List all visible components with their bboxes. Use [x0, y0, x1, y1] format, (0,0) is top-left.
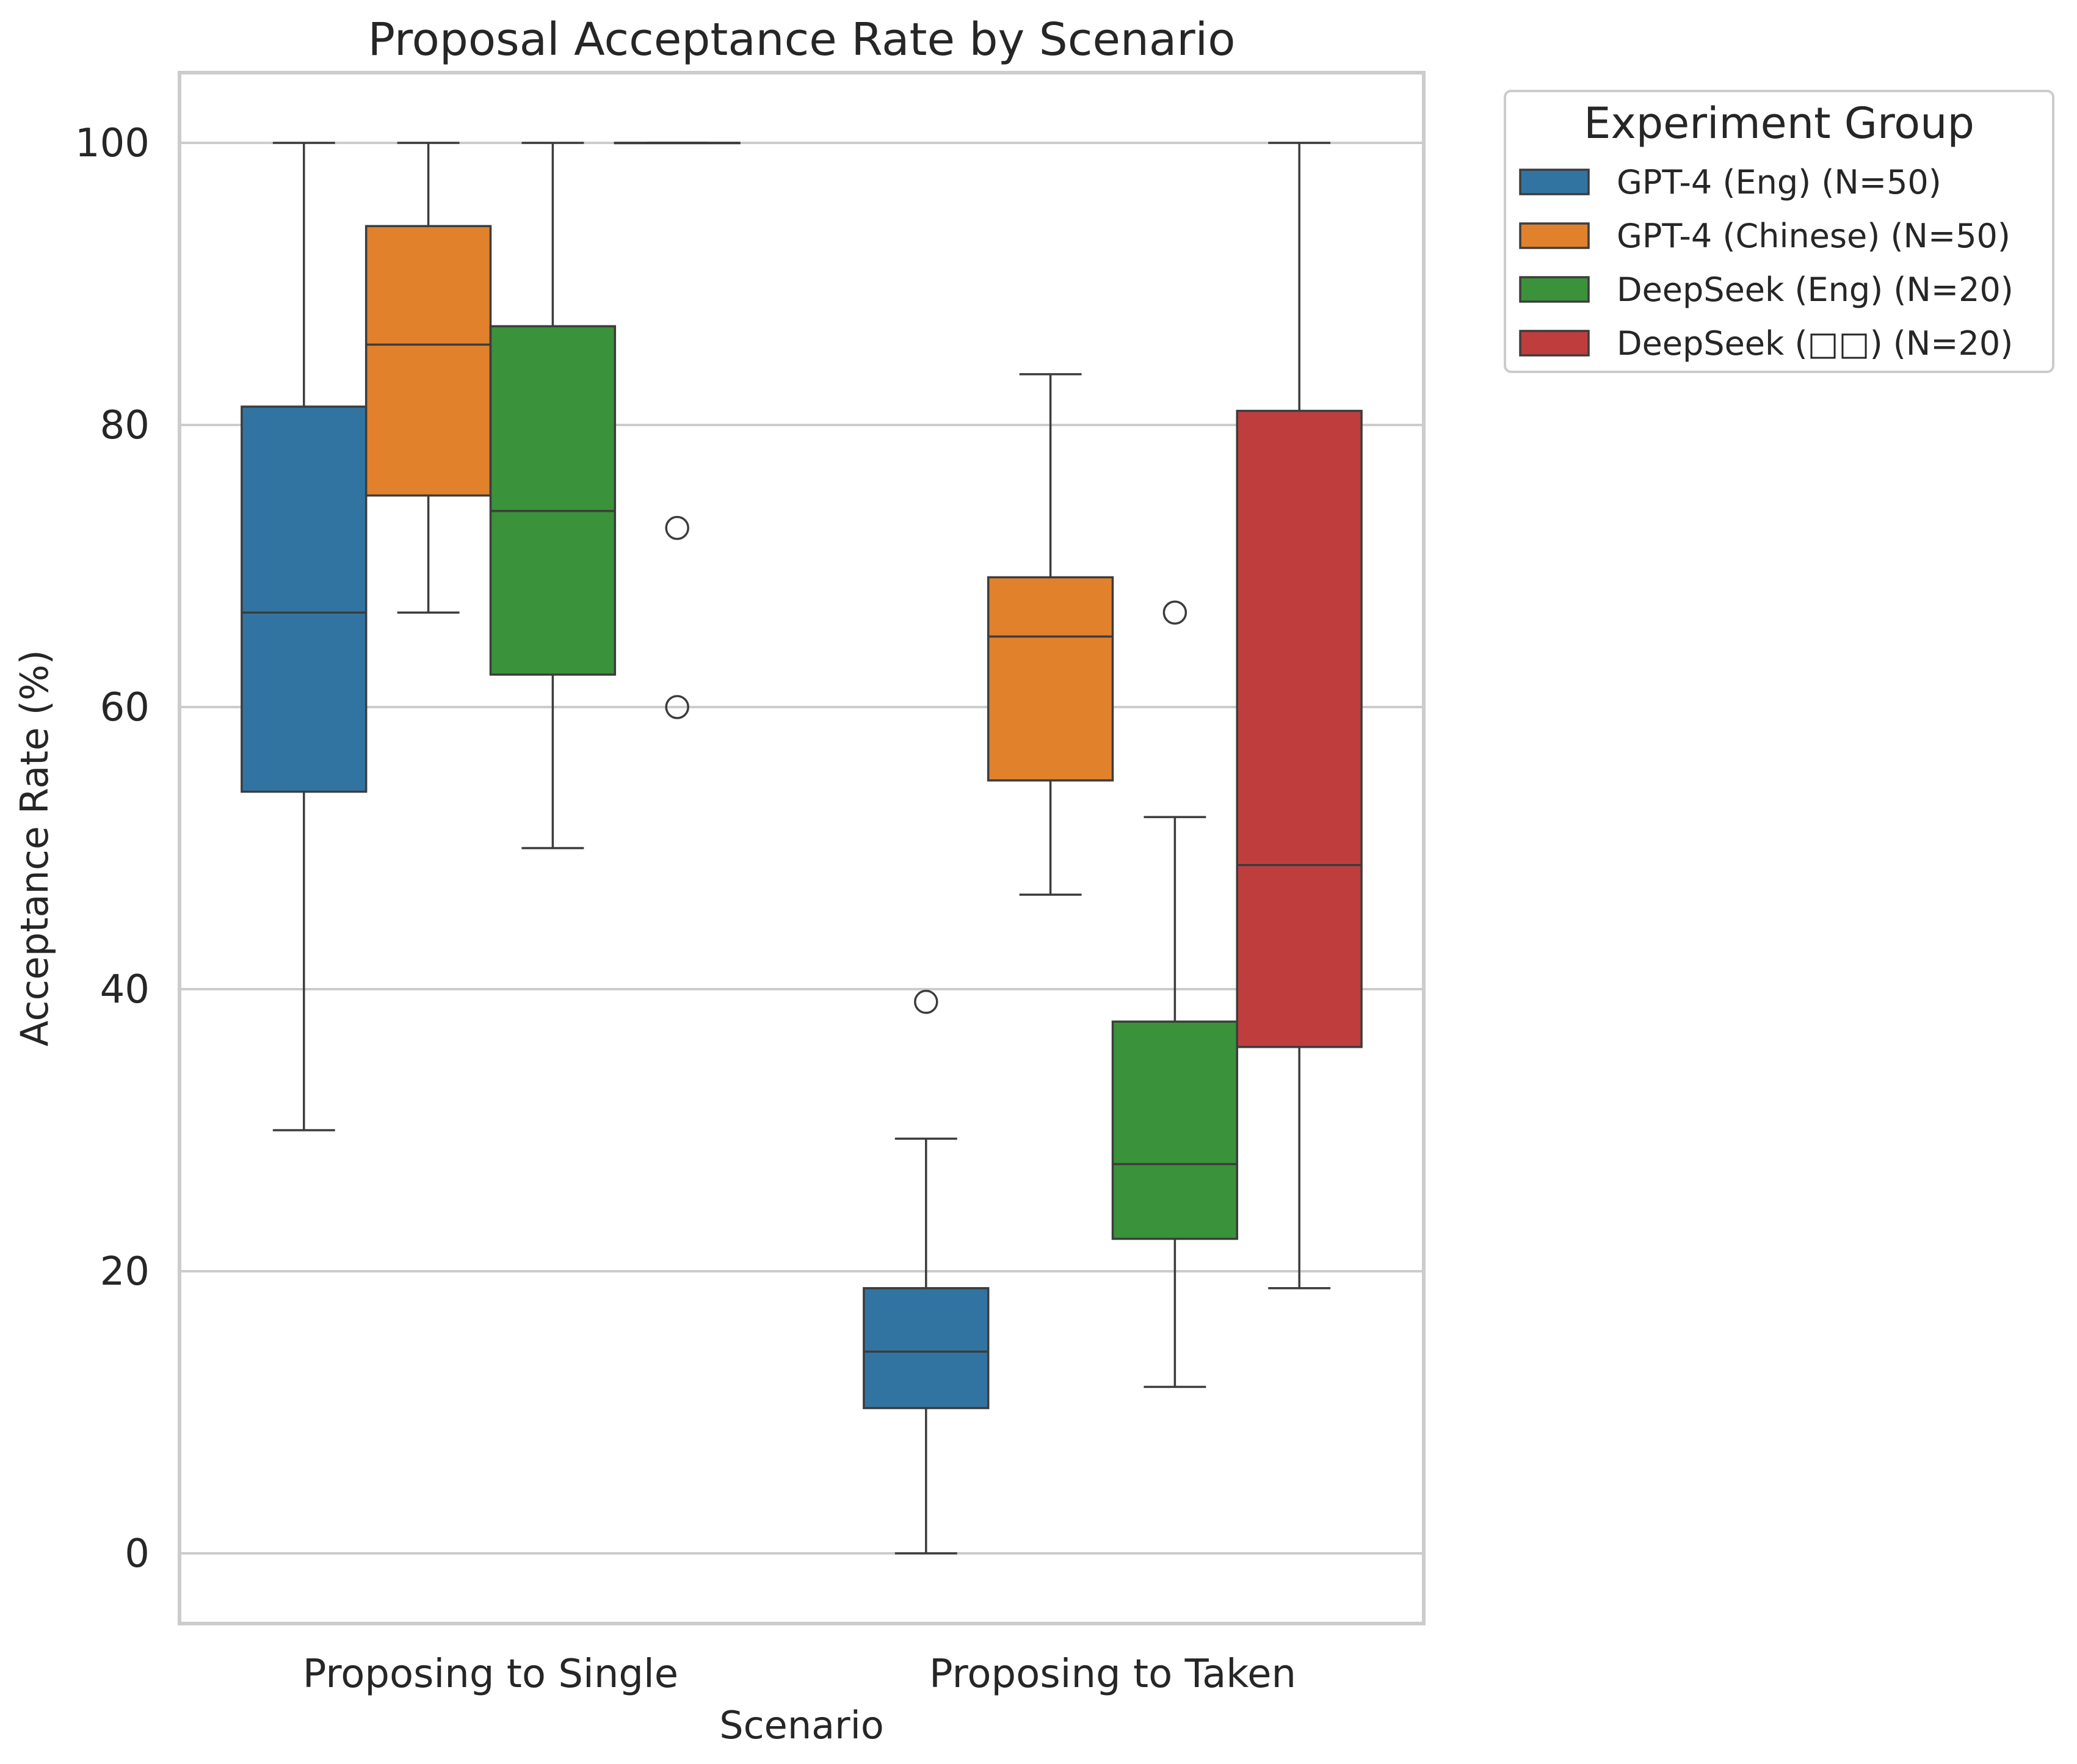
y-axis-label: Acceptance Rate (%)	[12, 650, 57, 1047]
legend-swatch	[1519, 276, 1590, 303]
outlier-point	[665, 695, 689, 719]
box-iqr	[863, 1287, 990, 1409]
legend-swatch	[1519, 330, 1590, 357]
box-iqr	[489, 325, 617, 676]
legend-title: Experiment Group	[1584, 98, 1974, 148]
box-iqr	[364, 225, 492, 497]
box-groups	[241, 142, 1363, 1555]
box-iqr	[1111, 1020, 1239, 1240]
chart-title: Proposal Acceptance Rate by Scenario	[368, 13, 1236, 66]
box-plot	[489, 142, 617, 849]
outlier-point	[1162, 600, 1187, 625]
plot-frame	[178, 71, 1426, 1625]
legend: Experiment Group GPT-4 (Eng) (N=50)GPT-4…	[1504, 90, 2054, 373]
box-iqr	[987, 576, 1114, 782]
legend-label: DeepSeek (Eng) (N=20)	[1617, 270, 2014, 309]
x-tick-label: Proposing to Taken	[929, 1652, 1296, 1697]
box-plot	[614, 142, 741, 719]
y-tick-labels: 0 20 40 60 80 100	[75, 121, 150, 1577]
box-iqr	[241, 405, 368, 793]
legend-item: DeepSeek (□□) (N=20)	[1519, 324, 2013, 363]
legend-item: GPT-4 (Chinese) (N=50)	[1519, 217, 2010, 255]
box-iqr	[1236, 410, 1363, 1048]
x-axis-label: Scenario	[719, 1703, 884, 1748]
box-plot	[1111, 600, 1239, 1388]
legend-item: DeepSeek (Eng) (N=20)	[1519, 270, 2014, 309]
legend-label: GPT-4 (Eng) (N=50)	[1617, 163, 1941, 201]
x-tick-label: Proposing to Single	[303, 1652, 678, 1697]
legend-frame	[1504, 90, 2054, 373]
y-tick-label: 0	[125, 1531, 150, 1577]
legend-label: DeepSeek (□□) (N=20)	[1617, 324, 2013, 363]
x-tick-labels: Proposing to Single Proposing to Taken	[303, 1652, 1296, 1697]
box-plot	[863, 990, 990, 1555]
legend-label: GPT-4 (Chinese) (N=50)	[1617, 217, 2010, 255]
legend-swatch	[1519, 222, 1590, 249]
y-tick-label: 60	[100, 685, 150, 730]
y-tick-label: 80	[100, 403, 150, 448]
box-plot	[364, 142, 492, 614]
legend-item: GPT-4 (Eng) (N=50)	[1519, 163, 1941, 201]
y-tick-label: 100	[75, 121, 150, 166]
gridlines	[179, 142, 1424, 1555]
outlier-point	[914, 990, 938, 1014]
y-tick-label: 20	[100, 1249, 150, 1294]
box-plot	[987, 373, 1114, 896]
y-tick-label: 40	[100, 967, 150, 1012]
outlier-point	[665, 515, 689, 540]
box-plot	[241, 142, 368, 1131]
legend-swatch	[1519, 169, 1590, 195]
legend-items: GPT-4 (Eng) (N=50) GPT-4 (Chinese) (N=50)…	[1519, 163, 2014, 363]
box-plot	[1236, 142, 1363, 1290]
